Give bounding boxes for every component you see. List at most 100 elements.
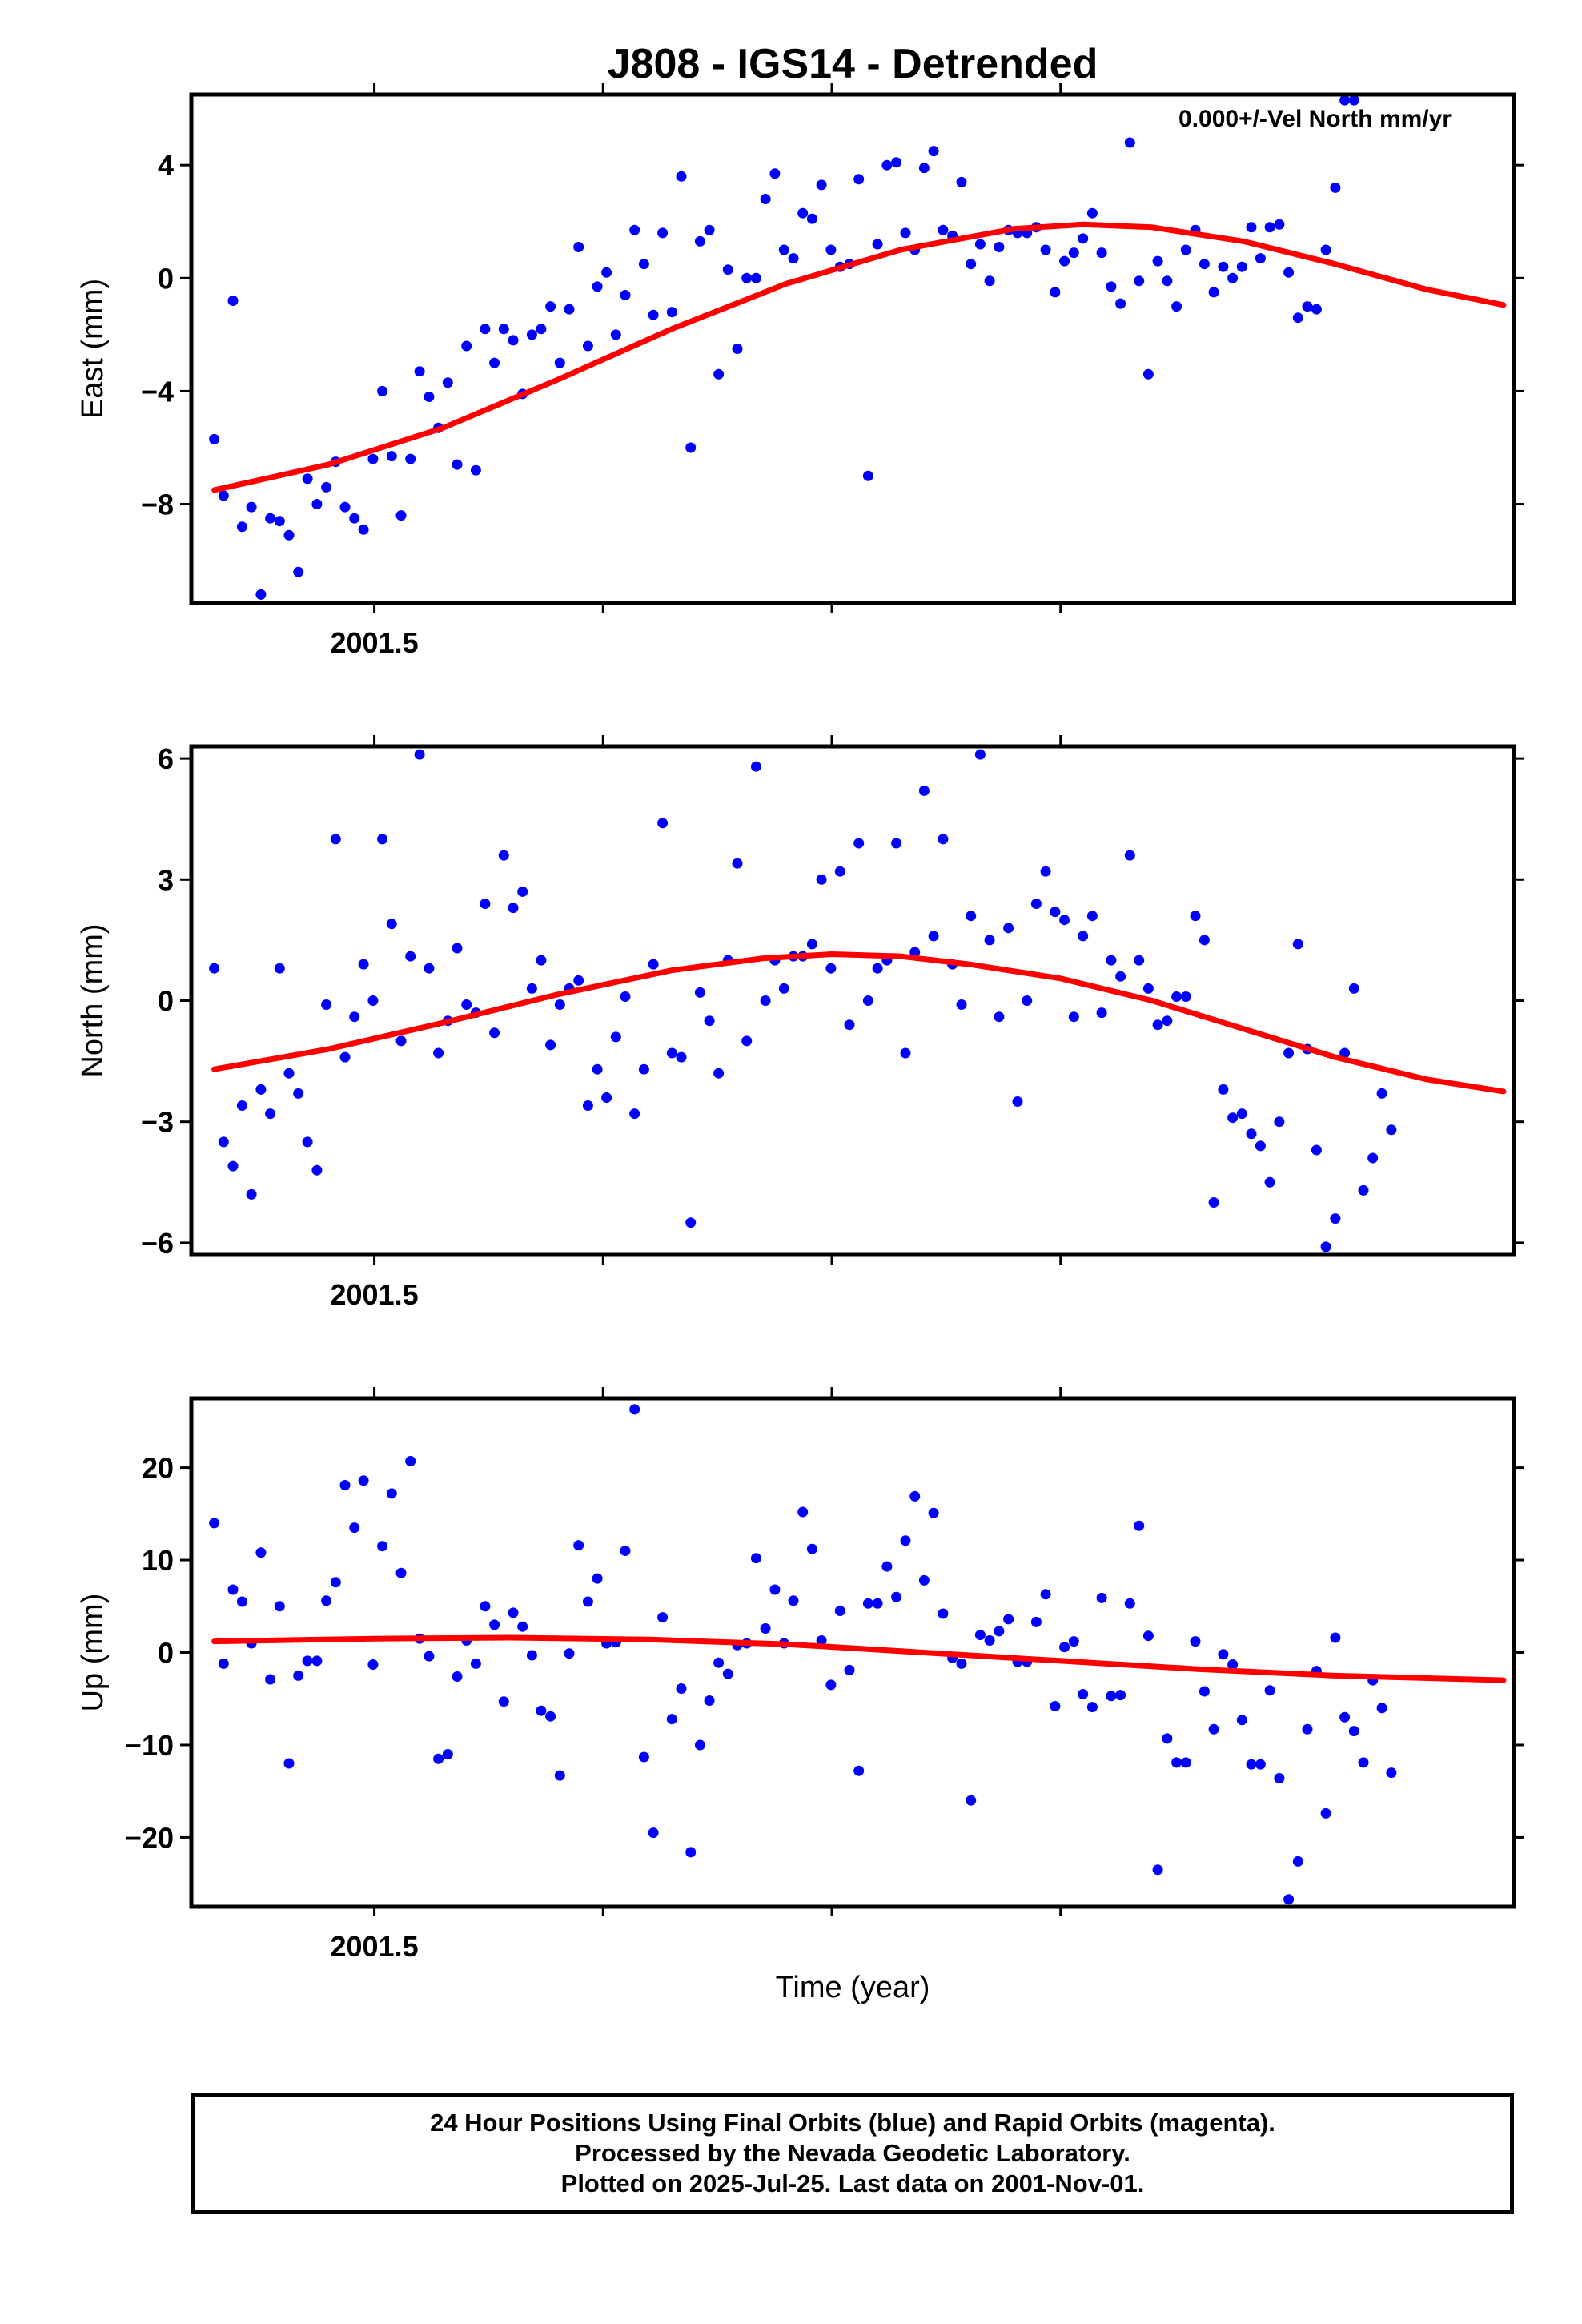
data-point <box>1292 1856 1303 1867</box>
data-point <box>1359 0 1369 6</box>
data-point <box>657 818 669 829</box>
data-point <box>666 307 677 318</box>
data-point <box>601 267 612 278</box>
data-point <box>1096 1007 1107 1019</box>
data-point <box>666 1047 677 1059</box>
data-point <box>1415 0 1425 6</box>
data-point <box>330 1577 341 1588</box>
data-point <box>1218 261 1229 272</box>
data-point <box>891 157 902 168</box>
data-point <box>1283 1894 1295 1905</box>
data-point <box>1040 244 1051 255</box>
data-point <box>321 481 332 493</box>
footer-line-orbits: 24 Hour Positions Using Final Orbits (bl… <box>430 2109 1275 2137</box>
data-point <box>554 357 565 368</box>
data-point <box>1405 0 1415 6</box>
data-point <box>966 1795 977 1806</box>
data-point <box>489 1027 500 1039</box>
data-point <box>554 1770 565 1781</box>
data-point <box>676 1683 687 1694</box>
data-point <box>470 464 481 476</box>
data-point <box>283 1068 295 1079</box>
data-point <box>536 324 547 335</box>
data-point <box>750 761 761 772</box>
y-tick-label-north: −6 <box>141 1227 174 1260</box>
data-point <box>1199 1686 1210 1697</box>
data-point <box>1171 301 1182 312</box>
data-point <box>657 1612 669 1623</box>
data-point <box>806 213 817 224</box>
data-point <box>1367 0 1378 6</box>
data-point <box>928 931 939 942</box>
x-tick-label-up: 2001.5 <box>331 1930 419 1963</box>
data-point <box>293 1670 304 1681</box>
data-point <box>1022 995 1033 1006</box>
y-tick-label-east: −8 <box>141 489 174 521</box>
data-point <box>1339 94 1351 106</box>
data-point <box>1050 907 1061 918</box>
data-point <box>545 1039 556 1051</box>
data-point <box>1274 1773 1285 1783</box>
data-point <box>1236 1715 1247 1726</box>
data-point <box>265 1674 276 1685</box>
footer-line-plotted: Plotted on 2025-Jul-25. Last data on 200… <box>560 2169 1145 2197</box>
data-point <box>1274 1116 1285 1128</box>
data-point <box>526 1650 537 1661</box>
data-point <box>274 516 285 527</box>
data-point <box>1236 261 1247 272</box>
data-point <box>311 499 323 509</box>
data-point <box>526 983 537 994</box>
data-point <box>209 433 220 444</box>
data-point <box>834 1606 845 1616</box>
data-point <box>1498 0 1508 6</box>
data-point <box>265 513 276 524</box>
data-point <box>1461 0 1472 6</box>
data-point <box>1208 1723 1219 1735</box>
data-point <box>1395 0 1406 6</box>
data-point <box>330 834 341 845</box>
data-point <box>1030 899 1042 909</box>
data-point <box>676 1051 687 1063</box>
data-point <box>1489 0 1500 6</box>
data-point <box>1348 1726 1359 1737</box>
data-point <box>769 168 781 179</box>
data-point <box>881 1561 893 1572</box>
data-point <box>741 272 753 283</box>
data-point <box>377 1541 388 1552</box>
data-point <box>573 1540 584 1551</box>
data-point <box>750 272 761 283</box>
data-point <box>648 1827 659 1839</box>
data-point <box>1255 1759 1266 1770</box>
data-point <box>1320 1241 1331 1252</box>
data-point <box>489 357 500 368</box>
data-point <box>909 947 921 958</box>
data-point <box>1134 1520 1145 1531</box>
data-point <box>1246 222 1257 233</box>
data-point <box>1423 0 1434 6</box>
data-points-north <box>209 0 1472 1252</box>
data-point <box>452 459 463 470</box>
data-point <box>358 959 369 970</box>
data-point <box>1264 222 1275 233</box>
data-point <box>1086 911 1098 922</box>
data-point <box>806 1543 817 1554</box>
data-point <box>396 510 407 521</box>
data-point <box>1386 1767 1397 1779</box>
data-point <box>255 1547 267 1558</box>
data-point <box>592 1573 603 1584</box>
data-point <box>592 281 603 292</box>
data-point <box>582 1596 593 1607</box>
data-point <box>517 886 528 897</box>
data-point <box>1078 1689 1089 1699</box>
data-point <box>1423 0 1434 6</box>
data-point <box>1255 1140 1266 1152</box>
data-point <box>676 171 687 182</box>
data-point <box>1348 983 1359 994</box>
data-point <box>1339 1711 1351 1723</box>
data-point <box>358 1475 369 1486</box>
data-point <box>1180 244 1191 255</box>
data-point <box>1068 247 1079 259</box>
data-point <box>536 955 547 966</box>
data-point <box>834 866 845 877</box>
data-point <box>694 987 705 998</box>
